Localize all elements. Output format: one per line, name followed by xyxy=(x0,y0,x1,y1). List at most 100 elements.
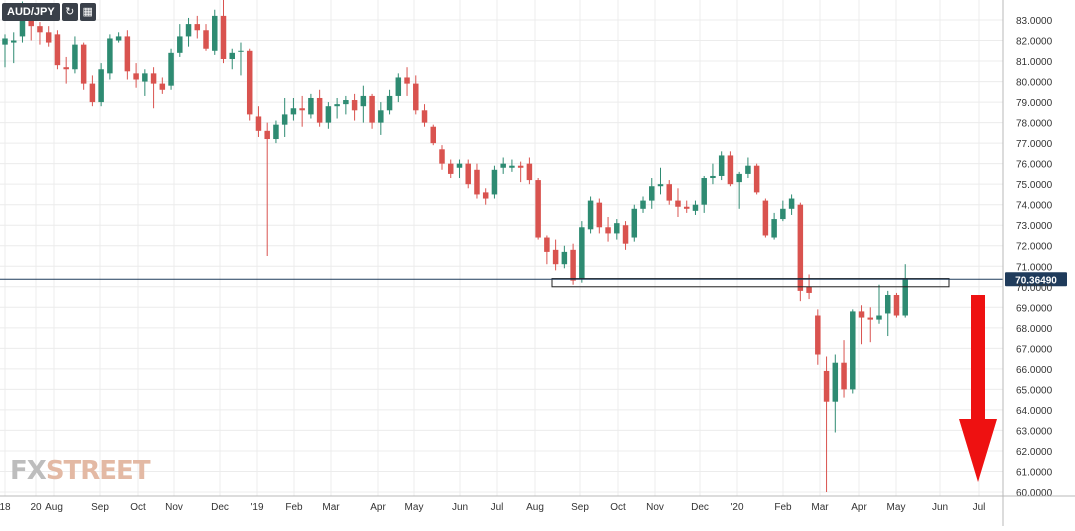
candle-down xyxy=(220,15,227,59)
candle-down xyxy=(552,249,559,265)
candle-down xyxy=(666,184,672,201)
y-tick-label: 75.0000 xyxy=(1016,180,1053,191)
current-price-badge xyxy=(1005,272,1067,287)
y-tick-label: 70.0000 xyxy=(1016,283,1053,294)
fxstreet-logo: FXSTREET xyxy=(10,456,151,486)
candle-down xyxy=(753,165,760,193)
candle-up xyxy=(614,223,620,234)
candle-down xyxy=(133,73,139,80)
candle-down xyxy=(150,73,157,84)
candle-down xyxy=(413,83,419,111)
x-tick-label: Dec xyxy=(691,502,709,513)
y-tick-label: 69.0000 xyxy=(1016,303,1053,314)
candle-up xyxy=(771,219,777,238)
candle-up xyxy=(692,204,699,211)
candle-up xyxy=(308,97,314,115)
candle-up xyxy=(587,200,594,230)
x-tick-label: May xyxy=(887,502,906,513)
y-tick-label: 79.0000 xyxy=(1016,98,1053,109)
x-tick-label: 20 xyxy=(30,502,42,513)
candle-down xyxy=(404,77,410,84)
y-tick-label: 82.0000 xyxy=(1016,37,1053,48)
candle-up xyxy=(238,50,244,52)
candle-up xyxy=(386,95,393,111)
candle-up xyxy=(395,77,402,96)
y-tick-label: 80.0000 xyxy=(1016,78,1053,89)
candle-down xyxy=(815,315,821,355)
y-tick-label: 71.0000 xyxy=(1016,262,1053,273)
candle-up xyxy=(884,294,891,314)
y-tick-label: 77.0000 xyxy=(1016,139,1053,150)
x-tick-label: '20 xyxy=(730,502,743,513)
y-tick-label: 81.0000 xyxy=(1016,57,1053,68)
candle-up xyxy=(177,36,183,53)
symbol-label[interactable]: AUD/JPY xyxy=(2,3,60,21)
x-tick-label: May xyxy=(405,502,424,513)
candle-down xyxy=(544,237,550,252)
candle-down xyxy=(893,294,900,316)
down-arrow-shaft xyxy=(971,295,985,420)
candle-up xyxy=(281,114,288,125)
candle-up xyxy=(360,95,367,107)
candle-up xyxy=(378,110,384,123)
y-tick-label: 73.0000 xyxy=(1016,221,1053,232)
candle-up xyxy=(185,24,192,37)
candle-down xyxy=(675,200,681,207)
candle-up xyxy=(631,208,638,238)
x-tick-label: Aug xyxy=(45,502,63,513)
candle-up xyxy=(229,52,235,59)
x-tick-label: Apr xyxy=(851,502,867,513)
y-tick-label: 64.0000 xyxy=(1016,406,1053,417)
candle-up xyxy=(212,15,218,51)
candle-up xyxy=(780,208,786,220)
y-tick-label: 63.0000 xyxy=(1016,426,1053,437)
x-tick-label: '19 xyxy=(250,502,263,513)
candle-up xyxy=(273,124,279,140)
candle-down xyxy=(683,206,690,209)
down-arrow-head xyxy=(959,419,997,482)
candle-up xyxy=(72,44,78,70)
y-tick-label: 67.0000 xyxy=(1016,344,1053,355)
candle-down xyxy=(264,130,270,140)
y-tick-label: 66.0000 xyxy=(1016,365,1053,376)
candle-down xyxy=(797,204,804,291)
candle-up xyxy=(491,169,498,195)
candle-up xyxy=(876,315,882,320)
candle-down xyxy=(841,362,847,390)
candle-up xyxy=(850,311,856,390)
candle-up xyxy=(640,200,646,209)
candle-up xyxy=(343,100,349,105)
candle-up xyxy=(745,165,751,174)
candle-down xyxy=(246,50,253,115)
candle-up xyxy=(107,38,113,74)
candle-down xyxy=(727,155,734,185)
candle-down xyxy=(124,36,131,72)
candle-down xyxy=(369,95,375,123)
candle-up xyxy=(142,73,148,82)
candle-up xyxy=(561,251,568,265)
calendar-icon[interactable]: ▦ xyxy=(79,3,96,21)
candle-down xyxy=(439,149,445,164)
x-tick-label: Mar xyxy=(322,502,340,513)
candle-up xyxy=(10,40,17,43)
y-tick-label: 62.0000 xyxy=(1016,447,1053,458)
candle-down xyxy=(535,180,541,238)
candle-up xyxy=(788,198,795,209)
candle-up xyxy=(115,36,122,41)
candle-down xyxy=(762,200,769,236)
candle-down xyxy=(867,317,874,320)
candle-down xyxy=(351,100,358,111)
candle-down xyxy=(517,165,524,168)
refresh-icon[interactable]: ↻ xyxy=(61,3,78,21)
y-tick-label: 78.0000 xyxy=(1016,119,1053,130)
x-tick-label: Aug xyxy=(526,502,544,513)
candle-down xyxy=(45,32,52,43)
candle-up xyxy=(649,186,655,201)
candle-up xyxy=(657,184,664,187)
support-zone-box xyxy=(551,278,950,288)
candle-down xyxy=(596,202,603,228)
candle-down xyxy=(806,286,812,293)
candle-up xyxy=(2,38,8,45)
candle-down xyxy=(54,34,61,66)
candle-down xyxy=(421,110,428,123)
